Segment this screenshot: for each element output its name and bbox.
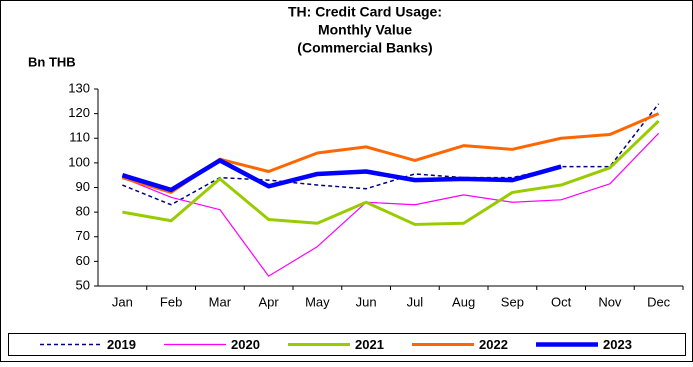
y-tick-label: 70 xyxy=(76,228,90,243)
chart-title: TH: Credit Card Usage: xyxy=(288,4,442,20)
x-tick-label: Nov xyxy=(598,294,622,309)
y-axis-label: Bn THB xyxy=(28,54,76,69)
legend-label: 2023 xyxy=(603,337,632,352)
x-tick-label: Feb xyxy=(160,294,182,309)
x-tick-label: Jun xyxy=(356,294,377,309)
x-tick-label: Jul xyxy=(407,294,424,309)
legend-label: 2022 xyxy=(479,337,508,352)
x-tick-label: Dec xyxy=(647,294,671,309)
series-line xyxy=(122,132,660,277)
legend-label: 2019 xyxy=(107,337,136,352)
x-tick-label: Mar xyxy=(209,294,232,309)
x-tick-label: Apr xyxy=(259,294,280,309)
series-line xyxy=(122,119,660,226)
legend-label: 2020 xyxy=(231,337,260,352)
y-tick-label: 90 xyxy=(76,179,90,194)
x-tick-label: Sep xyxy=(501,294,524,309)
y-tick-label: 130 xyxy=(68,80,90,95)
chart-title: Monthly Value xyxy=(318,22,412,38)
y-tick-label: 100 xyxy=(68,154,90,169)
y-tick-label: 50 xyxy=(76,277,90,292)
x-tick-label: Aug xyxy=(452,294,475,309)
legend-label: 2021 xyxy=(355,337,384,352)
y-tick-label: 110 xyxy=(69,130,90,145)
chart-title: (Commercial Banks) xyxy=(297,40,432,56)
x-tick-label: May xyxy=(305,294,330,309)
series-line xyxy=(122,103,660,206)
x-tick-label: Jan xyxy=(112,294,133,309)
y-tick-label: 120 xyxy=(68,105,90,120)
series-line xyxy=(121,158,562,193)
y-tick-label: 60 xyxy=(76,253,90,268)
x-tick-label: Oct xyxy=(551,294,572,309)
y-tick-label: 80 xyxy=(76,204,90,219)
